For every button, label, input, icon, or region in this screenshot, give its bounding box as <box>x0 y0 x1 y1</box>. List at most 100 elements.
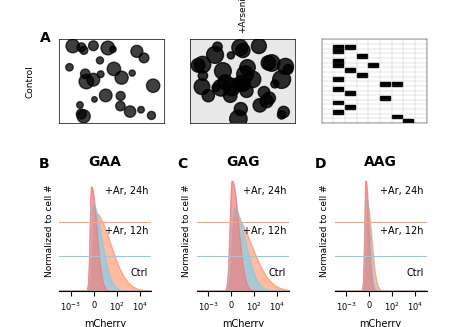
Title: GAA: GAA <box>89 155 122 169</box>
Point <box>90 43 97 48</box>
Bar <box>345 44 355 49</box>
Point <box>80 114 88 119</box>
Point <box>238 81 246 86</box>
Point <box>243 88 250 94</box>
Point <box>194 63 202 68</box>
X-axis label: mCherry: mCherry <box>360 319 402 327</box>
Bar <box>380 82 390 86</box>
Text: +Ar, 24h: +Ar, 24h <box>380 186 424 196</box>
Bar <box>333 49 343 53</box>
Text: B: B <box>39 157 50 171</box>
Point <box>214 44 221 49</box>
Point <box>278 77 285 82</box>
Text: A: A <box>40 31 51 45</box>
Point <box>228 84 236 90</box>
Bar <box>368 63 378 67</box>
Point <box>260 90 268 95</box>
Point <box>80 48 88 53</box>
Text: +Ar, 12h: +Ar, 12h <box>380 226 424 236</box>
Point <box>241 72 249 77</box>
Point <box>244 65 251 70</box>
Point <box>78 45 85 50</box>
Bar <box>380 96 390 100</box>
Point <box>239 82 247 87</box>
Point <box>117 93 125 98</box>
Bar <box>345 105 355 109</box>
Point <box>237 106 245 112</box>
Bar <box>333 59 343 62</box>
Bar <box>333 100 343 105</box>
Y-axis label: Normalized to cell #: Normalized to cell # <box>182 184 191 277</box>
Bar <box>356 54 366 58</box>
Point <box>278 112 285 117</box>
Point <box>82 79 90 84</box>
Point <box>149 83 157 88</box>
Point <box>264 60 272 65</box>
Y-axis label: Normalized to cell #: Normalized to cell # <box>45 184 54 277</box>
Point <box>233 82 241 87</box>
Point <box>212 85 219 90</box>
Point <box>97 72 104 77</box>
Text: +Ar, 24h: +Ar, 24h <box>105 186 148 196</box>
Bar <box>333 87 343 91</box>
Text: Ctrl: Ctrl <box>269 268 286 278</box>
Bar <box>333 63 343 67</box>
Bar <box>356 73 366 77</box>
Text: C: C <box>177 157 187 171</box>
Point <box>256 103 264 108</box>
Bar <box>345 91 355 95</box>
Point <box>227 93 234 98</box>
Point <box>118 75 126 80</box>
Point <box>199 73 207 78</box>
Text: +Ar, 12h: +Ar, 12h <box>243 226 286 236</box>
Point <box>282 64 289 69</box>
Point <box>263 98 270 104</box>
Text: Ctrl: Ctrl <box>407 268 424 278</box>
Point <box>221 80 229 85</box>
Text: +Ar, 24h: +Ar, 24h <box>243 186 286 196</box>
Point <box>217 85 225 90</box>
Point <box>268 60 275 66</box>
Point <box>235 116 242 121</box>
Bar <box>345 68 355 72</box>
Bar <box>392 82 401 86</box>
Point <box>110 66 118 72</box>
Bar <box>333 110 343 114</box>
Bar <box>333 77 343 81</box>
Point <box>109 47 117 52</box>
Text: Ctrl: Ctrl <box>131 268 148 278</box>
Point <box>69 43 77 49</box>
Text: Control: Control <box>26 65 34 97</box>
Bar <box>403 119 413 123</box>
Text: +Arsenite: +Arsenite <box>238 0 247 32</box>
Point <box>271 81 279 87</box>
Point <box>104 45 112 51</box>
Point <box>280 109 287 114</box>
Point <box>96 58 104 63</box>
Point <box>76 102 84 108</box>
Point <box>199 62 206 67</box>
Point <box>137 107 145 112</box>
Point <box>236 45 244 50</box>
Point <box>78 112 85 117</box>
Title: GAG: GAG <box>226 155 260 169</box>
Bar <box>392 114 401 118</box>
X-axis label: mCherry: mCherry <box>84 319 126 327</box>
Point <box>284 67 292 72</box>
Point <box>204 93 212 98</box>
Point <box>198 84 206 89</box>
Point <box>227 53 235 58</box>
Point <box>117 103 124 109</box>
Bar <box>333 44 343 49</box>
Point <box>140 55 148 60</box>
Point <box>249 77 256 82</box>
Point <box>128 70 136 76</box>
X-axis label: mCherry: mCherry <box>222 319 264 327</box>
Point <box>90 77 97 82</box>
Point <box>211 52 219 58</box>
Point <box>66 65 73 70</box>
Point <box>133 49 141 54</box>
Point <box>91 97 98 102</box>
Y-axis label: Normalized to cell #: Normalized to cell # <box>320 184 329 277</box>
Point <box>255 43 263 49</box>
